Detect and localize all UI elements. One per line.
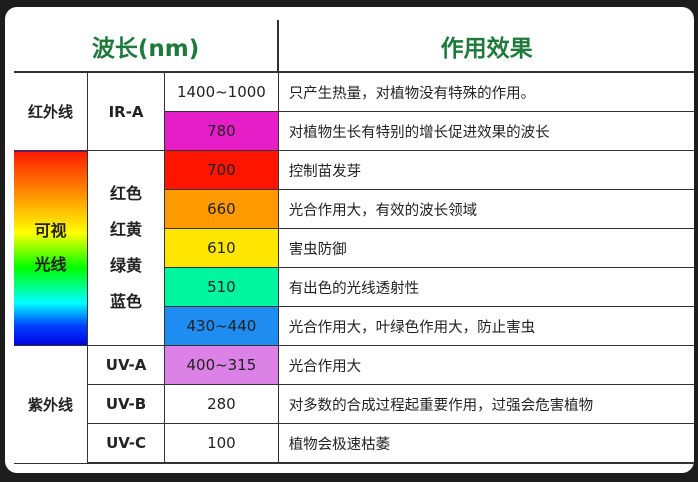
sub-ir-a: IR-A bbox=[86, 71, 166, 151]
visible-label-1: 可视 bbox=[34, 221, 67, 240]
wavelength-cell: 1400~1000 bbox=[164, 71, 279, 112]
group-visible: 可视 光线 bbox=[14, 150, 88, 346]
color-label: 红色 bbox=[110, 184, 143, 203]
table-row: UV-C 100 植物会极速枯萎 bbox=[14, 423, 694, 464]
effect-cell: 光合作用大 bbox=[277, 345, 694, 385]
effect-cell: 控制苗发芽 bbox=[277, 150, 694, 190]
header-wavelength: 波长(nm) bbox=[14, 20, 280, 73]
effect-cell: 植物会极速枯萎 bbox=[277, 423, 694, 464]
sub-uv: UV-C bbox=[87, 423, 166, 464]
table-row: 780 对植物生长有特别的增长促进效果的波长 bbox=[14, 111, 694, 151]
effect-cell: 光合作用大，有效的波长领域 bbox=[277, 189, 694, 229]
wavelength-cell: 400~315 bbox=[164, 345, 279, 385]
color-label: 蓝色 bbox=[110, 292, 143, 311]
group-infrared: 红外线 bbox=[14, 71, 88, 151]
color-label: 绿黄 bbox=[110, 256, 143, 275]
table-row: 可视 光线 红色 红黄 绿黄 蓝色 700 控制苗发芽 bbox=[14, 150, 694, 346]
wavelength-cell: 280 bbox=[164, 384, 279, 424]
effect-cell: 对植物生长有特别的增长促进效果的波长 bbox=[277, 111, 694, 151]
table-row: 660 光合作用大，有效的波长领域 bbox=[14, 189, 694, 229]
effect-cell: 对多数的合成过程起重要作用，过强会危害植物 bbox=[277, 384, 694, 424]
effect-cell: 光合作用大，叶绿色作用大，防止害虫 bbox=[277, 306, 694, 346]
sub-uv: UV-B bbox=[87, 384, 166, 424]
header-row: 波长(nm) 作用效果 bbox=[14, 20, 694, 73]
table-row: 红外线 IR-A 1400~1000 只产生热量，对植物没有特殊的作用。 bbox=[14, 71, 694, 151]
table-row: 紫外线 UV-A 400~315 光合作用大 bbox=[14, 345, 694, 464]
wavelength-cell: 780 bbox=[164, 111, 279, 151]
wavelength-cell: 700 bbox=[164, 150, 279, 190]
wavelength-cell: 610 bbox=[164, 228, 279, 268]
effect-cell: 害虫防御 bbox=[277, 228, 694, 268]
effect-cell: 有出色的光线透射性 bbox=[277, 267, 694, 307]
visible-colors: 红色 红黄 绿黄 蓝色 bbox=[86, 150, 166, 346]
group-ultraviolet: 紫外线 bbox=[14, 345, 88, 464]
wavelength-cell: 100 bbox=[164, 423, 279, 464]
table-row: UV-B 280 对多数的合成过程起重要作用，过强会危害植物 bbox=[14, 384, 694, 424]
wavelength-table: 波长(nm) 作用效果 红外线 IR-A 1400~1000 只产生热量，对植物… bbox=[14, 20, 694, 464]
wavelength-cell: 510 bbox=[164, 267, 279, 307]
table-row: 430~440 光合作用大，叶绿色作用大，防止害虫 bbox=[14, 306, 694, 346]
header-effect: 作用效果 bbox=[278, 20, 694, 73]
color-label: 红黄 bbox=[110, 220, 143, 239]
wavelength-cell: 430~440 bbox=[164, 306, 279, 346]
visible-label-2: 光线 bbox=[34, 255, 67, 274]
effect-cell: 只产生热量，对植物没有特殊的作用。 bbox=[277, 71, 694, 112]
sub-uv: UV-A bbox=[86, 345, 166, 385]
wavelength-cell: 660 bbox=[164, 189, 279, 229]
card: 波长(nm) 作用效果 红外线 IR-A 1400~1000 只产生热量，对植物… bbox=[5, 7, 694, 473]
